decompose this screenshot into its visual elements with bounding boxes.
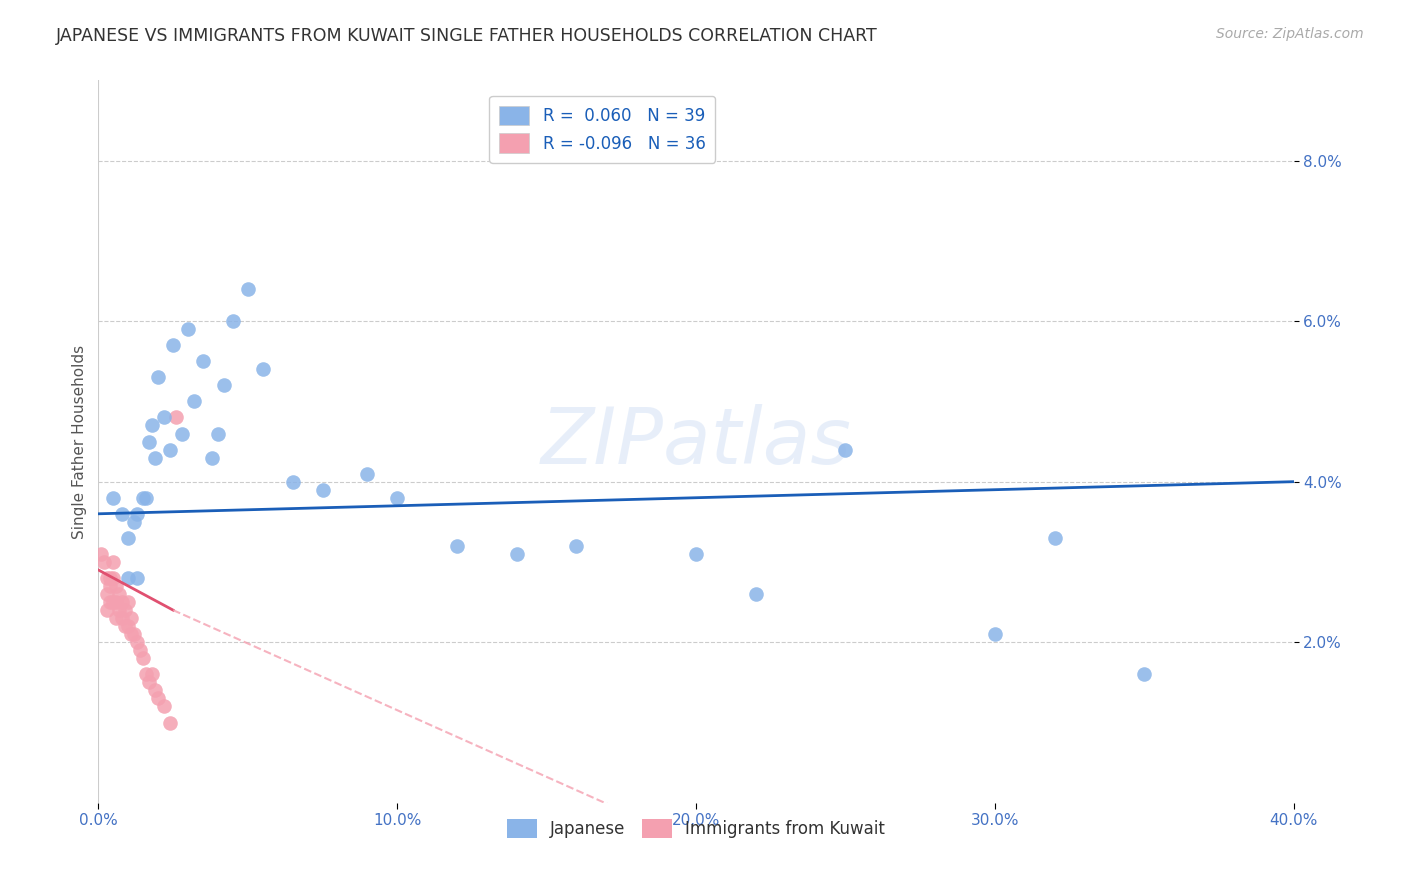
Point (98, 579, 122, 593)
Point (311, 483, 333, 497)
Point (212, 378, 235, 392)
Point (105, 579, 128, 593)
Point (117, 595, 139, 609)
Point (446, 539, 468, 553)
Point (201, 450, 224, 465)
Point (172, 426, 194, 441)
Point (984, 627, 1007, 641)
Point (127, 571, 149, 585)
Point (165, 410, 187, 425)
Point (834, 442, 856, 457)
Point (120, 627, 142, 641)
Point (159, 715, 181, 730)
Point (90, 547, 112, 561)
Point (281, 475, 304, 489)
Point (103, 491, 125, 505)
Point (143, 683, 166, 698)
Point (1133, 667, 1156, 681)
Point (129, 643, 152, 657)
Point (93, 555, 115, 569)
Point (132, 651, 155, 665)
Point (159, 442, 181, 457)
Point (108, 587, 131, 601)
Point (117, 531, 139, 545)
Point (153, 410, 176, 425)
Point (124, 515, 146, 529)
Point (98, 595, 122, 609)
Point (111, 507, 134, 521)
Point (141, 418, 163, 433)
Point (117, 619, 139, 633)
Text: JAPANESE VS IMMIGRANTS FROM KUWAIT SINGLE FATHER HOUSEHOLDS CORRELATION CHART: JAPANESE VS IMMIGRANTS FROM KUWAIT SINGL… (56, 27, 877, 45)
Point (236, 282, 259, 296)
Point (111, 611, 134, 625)
Point (124, 627, 146, 641)
Point (103, 571, 125, 585)
Point (114, 603, 136, 617)
Point (98, 571, 122, 585)
Point (108, 603, 131, 617)
Point (127, 635, 149, 649)
Point (252, 362, 274, 376)
Point (385, 491, 409, 505)
Point (132, 491, 155, 505)
Point (143, 450, 166, 465)
Point (120, 611, 142, 625)
Point (183, 394, 205, 409)
Point (141, 667, 163, 681)
Point (685, 547, 707, 561)
Text: ZIPatlas: ZIPatlas (540, 403, 852, 480)
Point (745, 587, 768, 601)
Point (356, 467, 378, 481)
Point (127, 507, 149, 521)
Point (135, 491, 157, 505)
Point (177, 322, 200, 336)
Point (207, 426, 229, 441)
Y-axis label: Single Father Households: Single Father Households (72, 344, 87, 539)
Point (117, 571, 139, 585)
Point (148, 691, 170, 706)
Point (506, 547, 529, 561)
Point (96, 571, 118, 585)
Point (148, 370, 170, 384)
Point (114, 619, 136, 633)
Point (103, 595, 125, 609)
Point (162, 338, 184, 352)
Legend: Japanese, Immigrants from Kuwait: Japanese, Immigrants from Kuwait (501, 813, 891, 845)
Point (96, 587, 118, 601)
Point (222, 314, 245, 328)
Point (135, 667, 157, 681)
Text: Source: ZipAtlas.com: Source: ZipAtlas.com (1216, 27, 1364, 41)
Point (153, 699, 176, 714)
Point (105, 611, 128, 625)
Point (138, 675, 160, 690)
Point (103, 555, 125, 569)
Point (1043, 531, 1066, 545)
Point (565, 539, 588, 553)
Point (96, 603, 118, 617)
Point (191, 354, 214, 368)
Point (111, 595, 134, 609)
Point (138, 434, 160, 449)
Point (105, 595, 128, 609)
